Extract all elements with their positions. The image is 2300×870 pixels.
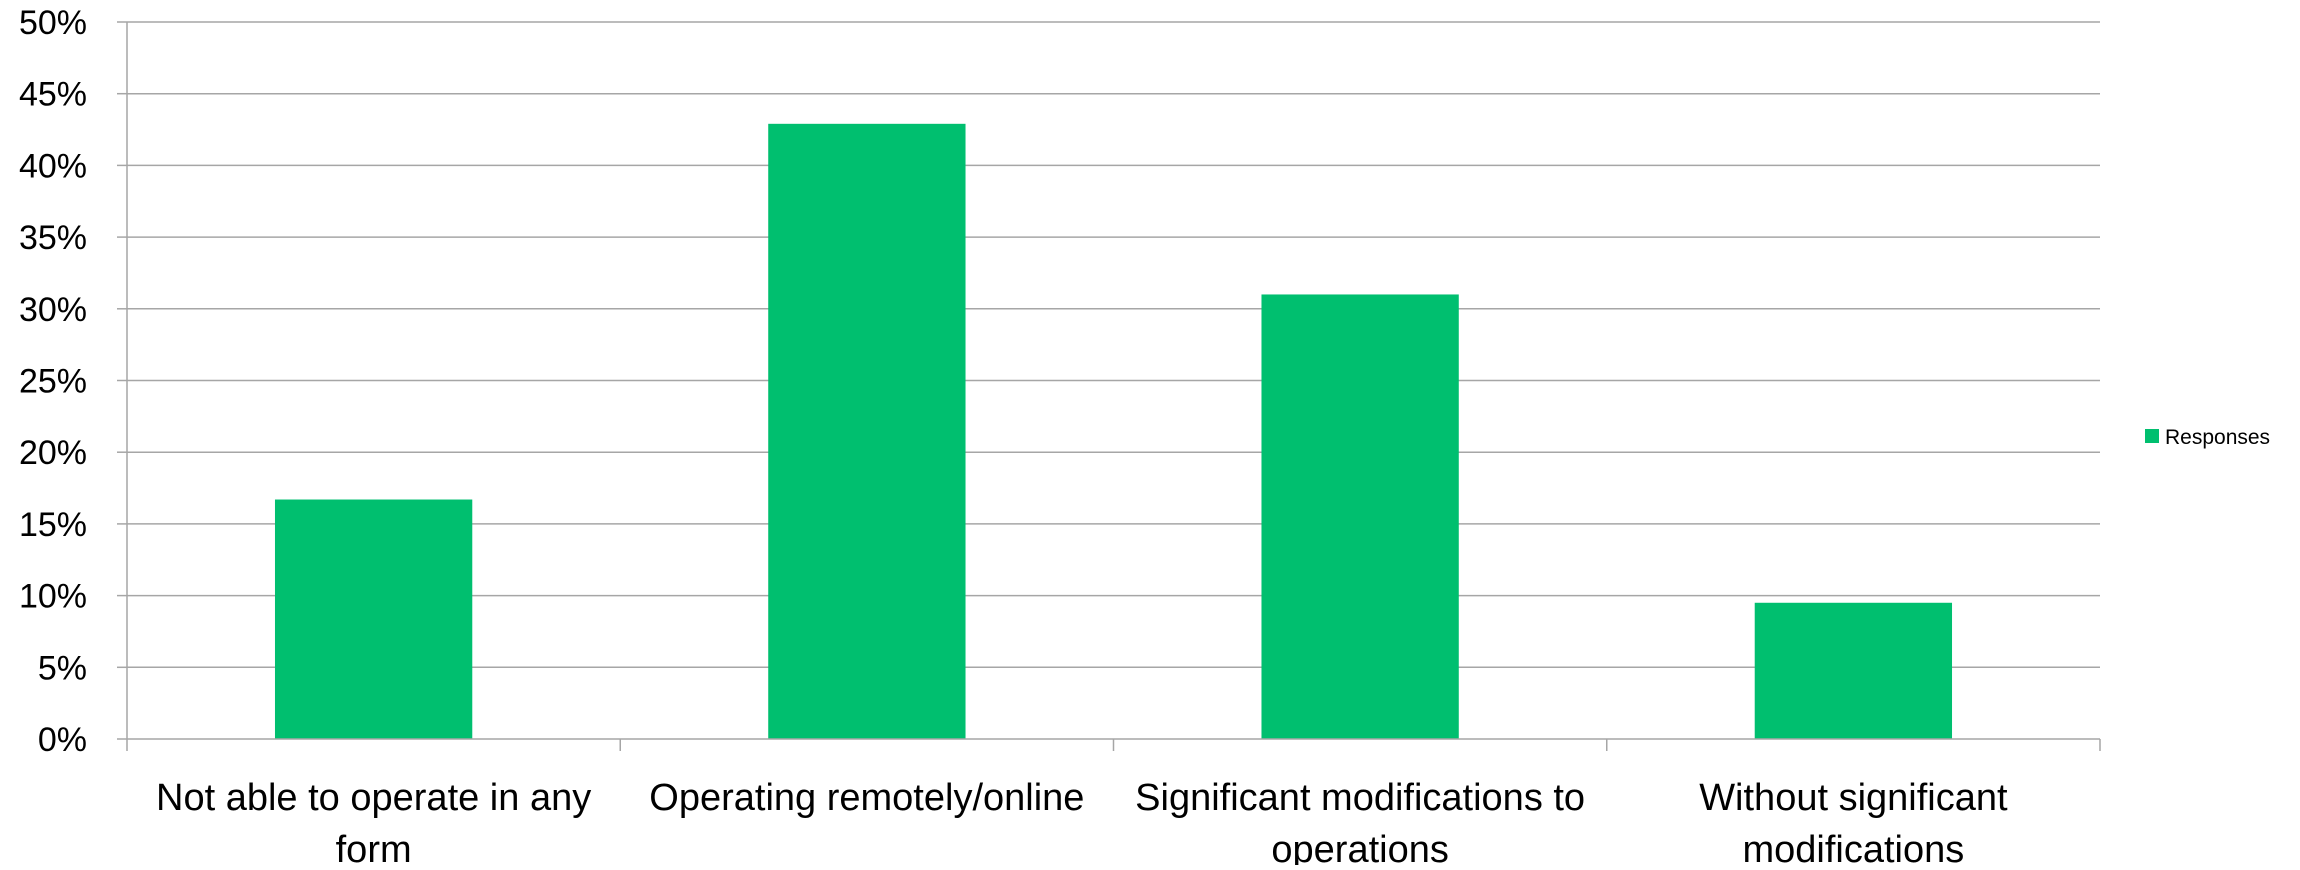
x-axis-category-labels: Not able to operate in any form Operating … bbox=[156, 777, 2008, 870]
bar bbox=[1754, 602, 1953, 739]
legend: Responses bbox=[2145, 426, 2270, 449]
y-tick-label: 30% bbox=[19, 291, 87, 329]
y-tick-label: 40% bbox=[19, 147, 87, 185]
y-axis-tick-labels: 0% 5% 10% 15% 20% 25% 30% 35% 40% 45% 50% bbox=[19, 4, 87, 759]
bar bbox=[274, 499, 473, 739]
y-tick-label: 50% bbox=[19, 4, 87, 42]
bar bbox=[1261, 294, 1459, 739]
axes bbox=[126, 22, 2101, 751]
legend-swatch bbox=[2145, 429, 2159, 443]
x-category-label: Significant modifications to bbox=[1135, 777, 1585, 819]
y-tick-label: 0% bbox=[38, 721, 87, 759]
x-category-label: Operating remotely/online bbox=[649, 777, 1084, 819]
x-category-label: modifications bbox=[1742, 829, 1964, 865]
x-category-label: form bbox=[336, 829, 412, 865]
x-category-label: Not able to operate in any bbox=[156, 777, 591, 819]
bar bbox=[768, 123, 966, 739]
x-category-label: Without significant bbox=[1699, 777, 2008, 819]
y-tick-label: 10% bbox=[19, 578, 87, 616]
y-tick-label: 35% bbox=[19, 219, 87, 257]
y-tick-label: 5% bbox=[38, 649, 87, 687]
y-tick-label: 15% bbox=[19, 506, 87, 544]
y-tick-label: 20% bbox=[19, 434, 87, 472]
legend-label: Responses bbox=[2165, 426, 2270, 449]
y-tick-label: 45% bbox=[19, 76, 87, 114]
x-category-label: operations bbox=[1271, 829, 1448, 865]
bars bbox=[274, 123, 1953, 739]
y-tick-label: 25% bbox=[19, 363, 87, 401]
